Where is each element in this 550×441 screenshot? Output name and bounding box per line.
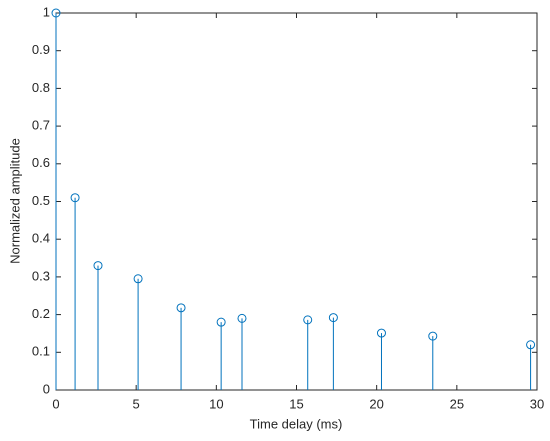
y-axis-label: Normalized amplitude — [7, 138, 22, 264]
x-tick-label: 5 — [133, 396, 140, 411]
y-tick-label: 0 — [43, 381, 50, 396]
y-tick-label: 0.7 — [32, 118, 50, 133]
x-tick-label: 30 — [530, 396, 544, 411]
stem-marker — [328, 313, 338, 323]
x-axis-label: Time delay (ms) — [250, 416, 343, 431]
stem-marker — [428, 331, 438, 341]
y-tick-label: 0.4 — [32, 231, 50, 246]
y-tick-label: 0.8 — [32, 80, 50, 95]
stem-marker — [526, 340, 536, 350]
y-tick-label: 0.1 — [32, 344, 50, 359]
stem-marker — [376, 328, 386, 338]
stem-marker — [133, 274, 143, 284]
y-tick-label: 0.9 — [32, 42, 50, 57]
stem-marker — [51, 8, 61, 18]
stem-marker — [176, 303, 186, 313]
x-tick-label: 0 — [52, 396, 59, 411]
stem-marker — [237, 313, 247, 323]
y-tick-label: 0.2 — [32, 306, 50, 321]
stem-marker — [70, 193, 80, 203]
x-tick-label: 25 — [450, 396, 464, 411]
y-tick-label: 0.5 — [32, 193, 50, 208]
x-tick-label: 20 — [369, 396, 383, 411]
plot-frame — [55, 12, 538, 391]
x-tick-label: 15 — [289, 396, 303, 411]
y-tick-label: 0.3 — [32, 268, 50, 283]
y-tick-label: 0.6 — [32, 155, 50, 170]
stem-marker — [216, 317, 226, 327]
x-tick-label: 10 — [209, 396, 223, 411]
y-tick-label: 1 — [43, 4, 50, 19]
stem-marker — [303, 315, 313, 325]
stem-marker — [93, 261, 103, 271]
